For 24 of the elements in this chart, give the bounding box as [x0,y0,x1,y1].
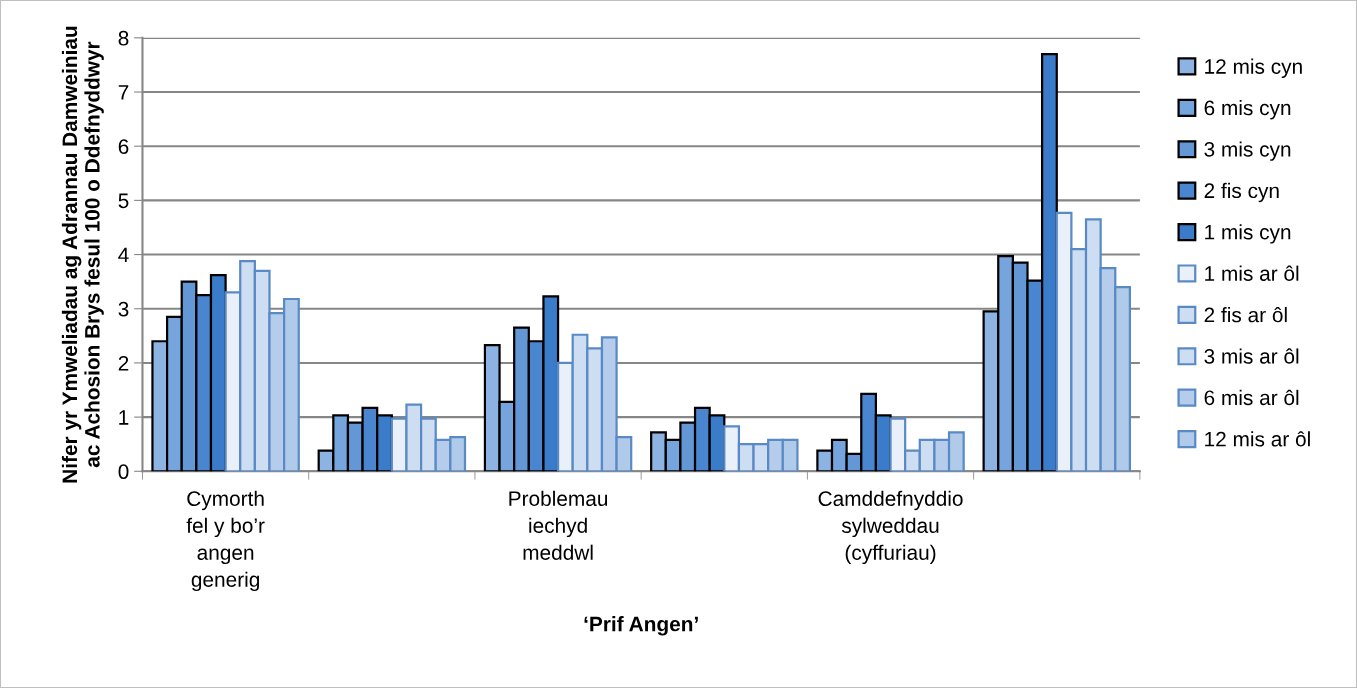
legend-label: 12 mis ar ôl [1205,431,1310,447]
legend-label: 1 mis ar ôl [1205,265,1299,281]
x-tick-label: Cymorth fel y bo’r angen generig [186,490,265,592]
legend-label: 2 fis cyn [1204,182,1279,203]
y-tick-label: 7 [118,85,129,100]
x-tick-label: Problemau iechyd meddwl [509,490,608,560]
legend-label: 6 mis cyn [1204,99,1291,120]
y-tick-label: 8 [118,30,129,46]
y-tick-label: 0 [118,464,129,480]
x-axis-title: ‘Prif Angen’ [584,616,698,636]
y-tick-label: 5 [118,193,129,209]
legend-label: 1 mis cyn [1205,224,1291,244]
legend-label: 3 mis ar ôl [1204,348,1299,364]
y-axis-title: Nifer yr Ymweliadau ag Adrannau Damweiniau ac Achosion Brys fesul 100 o Ddefnyddwyr [61,26,104,483]
legend-label: 6 mis ar ôl [1204,389,1299,406]
y-tick-label: 3 [118,301,129,317]
y-tick-label: 1 [119,410,129,425]
y-tick-label: 6 [118,139,129,154]
y-tick-label: 2 [118,355,129,371]
legend-label: 2 fis ar ôl [1204,306,1287,323]
y-tick-label: 4 [118,247,129,263]
legend-label: 12 mis cyn [1205,58,1302,78]
legend-label: 3 mis cyn [1204,141,1291,161]
x-tick-label: Camddefnyddio sylweddau (cyffuriau) [818,490,963,565]
